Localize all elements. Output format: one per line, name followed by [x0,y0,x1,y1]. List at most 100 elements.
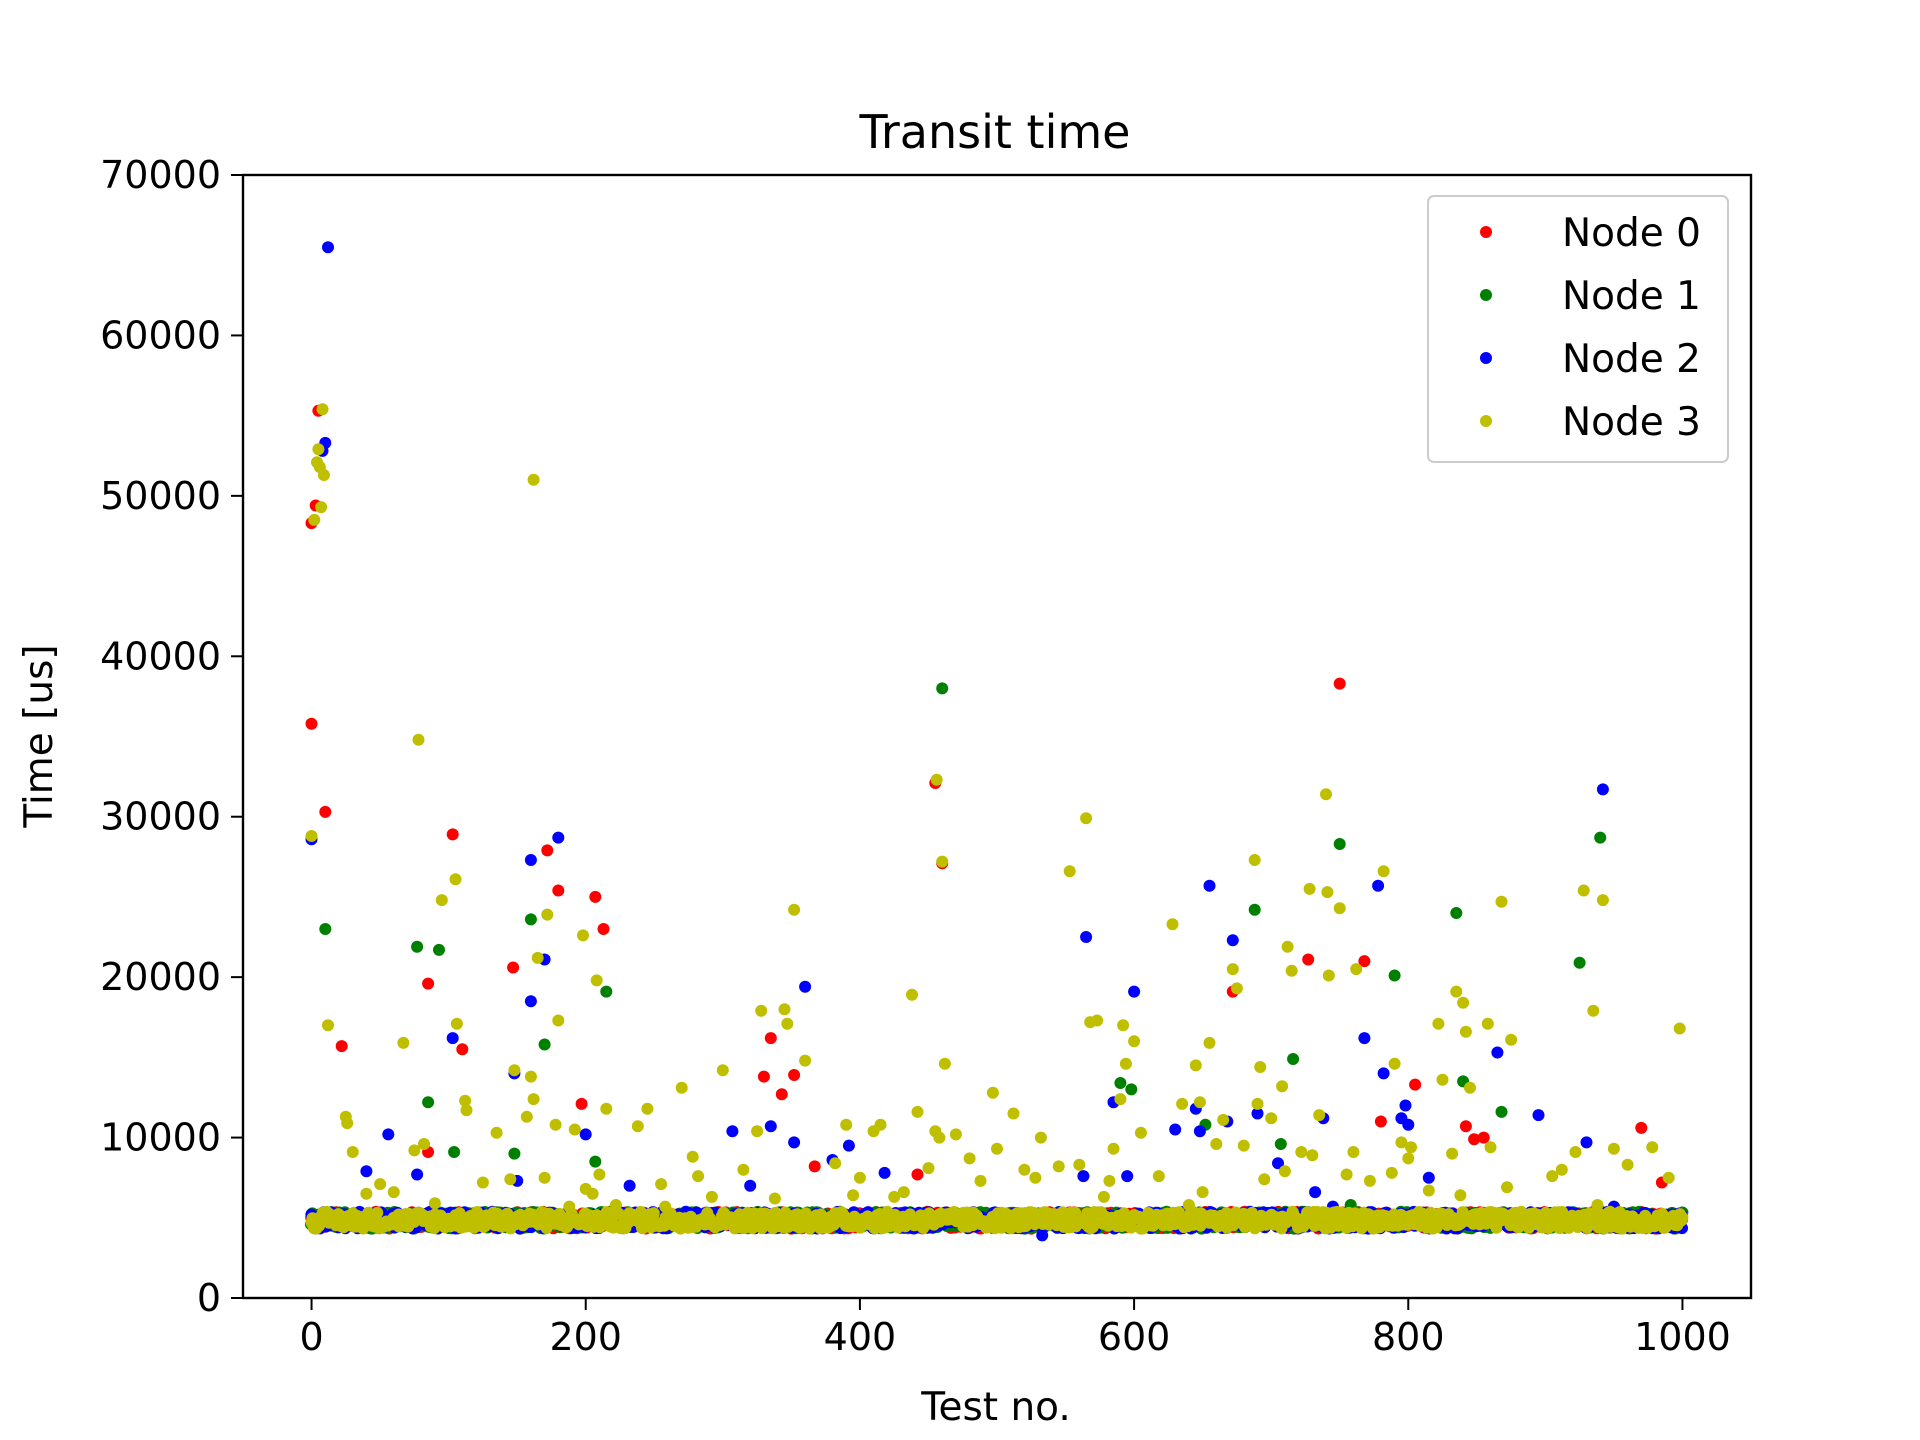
data-point [1029,1171,1042,1184]
data-point [799,980,812,993]
data-point [448,1146,461,1158]
legend-label: Node 1 [1562,274,1701,319]
data-point [1322,969,1335,982]
plot-frame [241,173,1753,1300]
legend-marker [1480,289,1492,301]
data-point [552,1014,565,1027]
data-point [590,974,603,987]
data-point [1454,1189,1467,1202]
data-point [840,1118,853,1131]
data-point [1287,1053,1300,1065]
data-point [527,473,540,486]
data-point [1555,1163,1568,1176]
data-point [1226,963,1239,976]
y-tick-label: 10000 [100,1116,221,1160]
legend-label: Node 2 [1562,337,1701,382]
data-point [1295,1146,1308,1158]
data-point [705,1190,718,1203]
data-point [986,1086,999,1099]
data-point [1265,1112,1278,1125]
data-point [1114,1093,1127,1106]
data-point [589,890,602,903]
data-point [1272,1157,1284,1170]
data-point [322,1019,334,1032]
data-point [538,1038,551,1051]
data-point [1189,1059,1202,1072]
data-point [1646,1141,1659,1154]
data-point [1018,1163,1031,1176]
data-point [1388,1057,1401,1070]
data-point [1119,1057,1132,1070]
data-point [1621,1158,1634,1171]
data-point [675,1081,688,1094]
data-point [1080,812,1093,825]
y-tick-label: 40000 [100,634,221,678]
data-point [1477,1131,1490,1144]
data-point [1596,783,1609,796]
data-point [768,1192,781,1205]
data-point [319,805,332,818]
data-point [764,1120,777,1133]
data-point [1432,1017,1445,1030]
data-point [1036,1229,1049,1242]
data-point [1505,1033,1518,1046]
legend-label: Node 3 [1562,400,1701,445]
data-point [716,1064,729,1077]
legend-label: Node 0 [1562,211,1701,256]
data-point [1128,1035,1141,1048]
data-point [450,1017,463,1030]
data-point [829,1157,842,1170]
data-point [1226,934,1239,947]
data-point [1377,1067,1390,1080]
data-point [360,1165,373,1178]
points-layer [304,241,1689,1242]
y-tick-label: 0 [197,1276,221,1320]
data-point [1532,1109,1545,1122]
data-point [744,1179,757,1192]
data-point [446,828,459,841]
data-point [799,1054,812,1067]
data-point [1587,1004,1600,1017]
data-point [936,682,949,695]
legend: Node 0 Node 1 Node 2 Node 3 [1427,195,1729,463]
data-point [922,1162,935,1175]
data-point [755,1004,768,1017]
data-point [449,873,462,886]
data-point [878,1166,891,1179]
data-point [609,1199,622,1211]
data-point [933,1131,946,1144]
data-point [1056,1206,1069,1219]
data-point [1409,1078,1422,1091]
data-point [991,1142,1003,1155]
data-point [1596,894,1609,907]
data-point [1340,1168,1353,1181]
data-point [1254,1061,1267,1073]
data-point [788,1136,801,1149]
data-point [853,1171,866,1184]
data-point [316,403,329,416]
data-point [552,884,565,897]
data-point [1166,918,1179,931]
data-point [963,1152,976,1165]
data-point [312,443,325,456]
data-point [1103,1174,1116,1187]
data-point [1388,969,1401,982]
data-point [1402,1152,1415,1165]
data-point [305,1216,318,1229]
data-point [1169,1123,1182,1136]
data-point [579,1128,592,1141]
data-point [1358,955,1371,968]
data-point [1358,1032,1371,1045]
data-point [1274,1138,1287,1150]
data-point [1450,985,1463,998]
data-point [460,1104,473,1117]
data-point [411,940,424,953]
data-point [563,1200,576,1213]
data-point [1347,1146,1360,1158]
data-point [686,1150,699,1163]
data-point [446,1032,459,1045]
data-point [1446,1147,1459,1160]
x-tick-label: 600 [1098,1315,1171,1359]
legend-marker [1480,415,1492,427]
data-point [1399,1099,1412,1112]
